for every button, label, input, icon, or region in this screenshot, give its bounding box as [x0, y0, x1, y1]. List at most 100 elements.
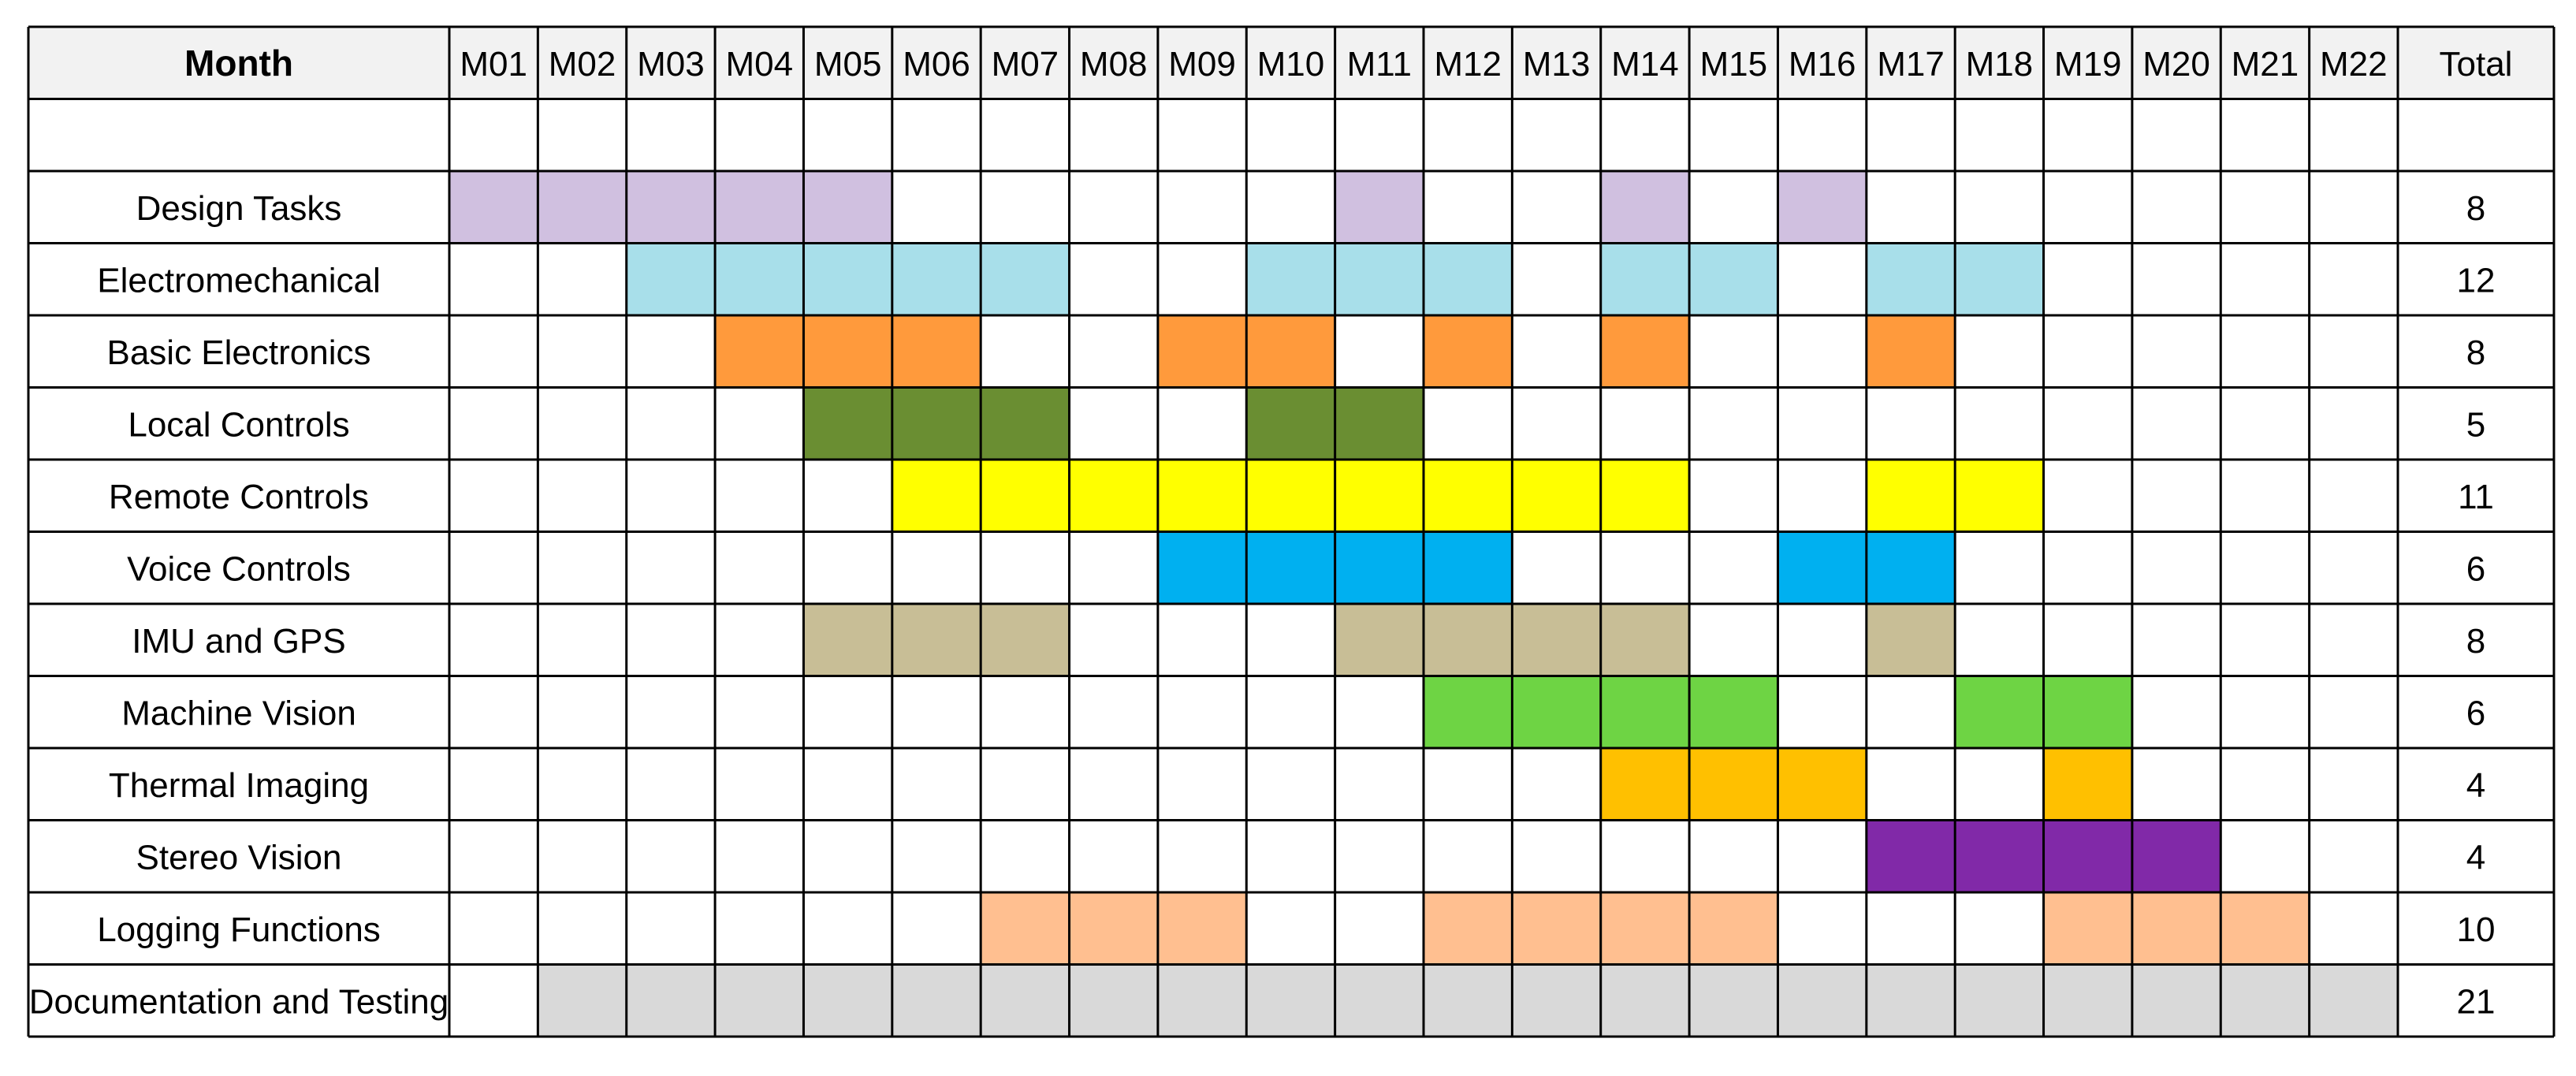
task-name-label: Electromechanical — [97, 261, 381, 300]
task-cell-documentation-and-testing-m7 — [981, 964, 1070, 1037]
task-cell-logging-functions-m14 — [1600, 892, 1690, 965]
task-name-label: Thermal Imaging — [109, 766, 369, 805]
task-cell-documentation-and-testing-m15 — [1689, 964, 1778, 1037]
task-total-label: 10 — [2457, 910, 2496, 949]
task-cell-stereo-vision-m19 — [2043, 820, 2132, 892]
month-tick-label: M02 — [549, 45, 616, 84]
task-cell-stereo-vision-m17 — [1866, 820, 1956, 892]
task-cell-design-tasks-m1 — [449, 171, 538, 244]
task-cell-documentation-and-testing-m11 — [1335, 964, 1424, 1037]
task-total-label: 8 — [2466, 333, 2485, 372]
task-cell-logging-functions-m20 — [2131, 892, 2221, 965]
task-cell-electromechanical-m6 — [892, 243, 981, 315]
task-cell-stereo-vision-m18 — [1955, 820, 2044, 892]
month-tick-label: M08 — [1080, 45, 1148, 84]
task-cell-basic-electronics-m10 — [1246, 315, 1335, 388]
month-tick-label: M13 — [1523, 45, 1591, 84]
month-tick-label: M01 — [460, 45, 527, 84]
task-name-label: Voice Controls — [127, 549, 351, 588]
task-cell-remote-controls-m12 — [1424, 460, 1513, 532]
task-cell-documentation-and-testing-m3 — [626, 964, 716, 1037]
task-cell-electromechanical-m14 — [1600, 243, 1690, 315]
task-cell-imu-and-gps-m17 — [1866, 604, 1956, 676]
task-cell-basic-electronics-m5 — [803, 315, 892, 388]
task-cell-logging-functions-m9 — [1157, 892, 1247, 965]
task-cell-logging-functions-m21 — [2220, 892, 2310, 965]
task-cell-voice-controls-m12 — [1424, 531, 1513, 604]
total-header-label: Total — [2440, 45, 2513, 84]
task-cell-logging-functions-m13 — [1512, 892, 1601, 965]
task-cell-remote-controls-m6 — [892, 460, 981, 532]
task-cell-machine-vision-m15 — [1689, 676, 1778, 748]
task-cell-documentation-and-testing-m2 — [538, 964, 627, 1037]
month-tick-label: M11 — [1347, 45, 1412, 84]
task-cell-electromechanical-m17 — [1866, 243, 1956, 315]
task-cell-electromechanical-m11 — [1335, 243, 1424, 315]
task-cell-thermal-imaging-m19 — [2043, 748, 2132, 821]
task-cell-machine-vision-m18 — [1955, 676, 2044, 748]
task-total-label: 8 — [2466, 189, 2485, 228]
task-name-label: IMU and GPS — [132, 622, 345, 661]
month-tick-label: M19 — [2054, 45, 2122, 84]
task-cell-documentation-and-testing-m9 — [1157, 964, 1247, 1037]
month-tick-label: M14 — [1611, 45, 1679, 84]
task-cell-remote-controls-m17 — [1866, 460, 1956, 532]
task-cell-electromechanical-m18 — [1955, 243, 2044, 315]
task-cell-documentation-and-testing-m4 — [715, 964, 804, 1037]
task-cell-electromechanical-m5 — [803, 243, 892, 315]
task-name-label: Basic Electronics — [106, 333, 370, 372]
task-cell-stereo-vision-m20 — [2131, 820, 2221, 892]
task-cell-documentation-and-testing-m14 — [1600, 964, 1690, 1037]
month-tick-label: M07 — [992, 45, 1059, 84]
task-cell-imu-and-gps-m12 — [1424, 604, 1513, 676]
task-cell-remote-controls-m11 — [1335, 460, 1424, 532]
task-name-label: Local Controls — [128, 405, 349, 444]
month-tick-label: M20 — [2142, 45, 2210, 84]
task-cell-documentation-and-testing-m6 — [892, 964, 981, 1037]
task-cell-electromechanical-m4 — [715, 243, 804, 315]
task-cell-voice-controls-m16 — [1778, 531, 1867, 604]
month-tick-label: M12 — [1434, 45, 1502, 84]
task-cell-local-controls-m5 — [803, 387, 892, 460]
task-cell-basic-electronics-m4 — [715, 315, 804, 388]
task-cell-remote-controls-m7 — [981, 460, 1070, 532]
task-cell-imu-and-gps-m5 — [803, 604, 892, 676]
task-cell-logging-functions-m15 — [1689, 892, 1778, 965]
task-total-label: 6 — [2466, 549, 2485, 588]
task-cell-thermal-imaging-m16 — [1778, 748, 1867, 821]
task-cell-design-tasks-m5 — [803, 171, 892, 244]
task-cell-electromechanical-m3 — [626, 243, 716, 315]
month-header-label: Month — [184, 43, 293, 84]
task-cell-thermal-imaging-m14 — [1600, 748, 1690, 821]
task-total-label: 4 — [2466, 766, 2485, 805]
task-cell-remote-controls-m18 — [1955, 460, 2044, 532]
task-cell-design-tasks-m2 — [538, 171, 627, 244]
task-cell-documentation-and-testing-m12 — [1424, 964, 1513, 1037]
month-tick-label: M17 — [1877, 45, 1945, 84]
task-total-label: 6 — [2466, 694, 2485, 732]
task-cell-logging-functions-m12 — [1424, 892, 1513, 965]
task-cell-imu-and-gps-m7 — [981, 604, 1070, 676]
task-cell-local-controls-m6 — [892, 387, 981, 460]
task-cell-imu-and-gps-m14 — [1600, 604, 1690, 676]
task-name-label: Documentation and Testing — [29, 982, 449, 1021]
task-cell-logging-functions-m8 — [1069, 892, 1158, 965]
task-cell-voice-controls-m10 — [1246, 531, 1335, 604]
task-cell-design-tasks-m16 — [1778, 171, 1867, 244]
task-cell-documentation-and-testing-m17 — [1866, 964, 1956, 1037]
month-tick-label: M21 — [2232, 45, 2299, 84]
task-cell-documentation-and-testing-m5 — [803, 964, 892, 1037]
task-cell-documentation-and-testing-m19 — [2043, 964, 2132, 1037]
task-cell-basic-electronics-m17 — [1866, 315, 1956, 388]
month-tick-label: M05 — [814, 45, 882, 84]
task-total-label: 5 — [2466, 405, 2485, 444]
month-tick-label: M16 — [1789, 45, 1856, 84]
task-cell-documentation-and-testing-m18 — [1955, 964, 2044, 1037]
task-cell-documentation-and-testing-m16 — [1778, 964, 1867, 1037]
task-name-label: Remote Controls — [109, 478, 369, 516]
task-cell-documentation-and-testing-m22 — [2309, 964, 2398, 1037]
task-cell-logging-functions-m7 — [981, 892, 1070, 965]
task-cell-local-controls-m7 — [981, 387, 1070, 460]
task-cell-electromechanical-m7 — [981, 243, 1070, 315]
